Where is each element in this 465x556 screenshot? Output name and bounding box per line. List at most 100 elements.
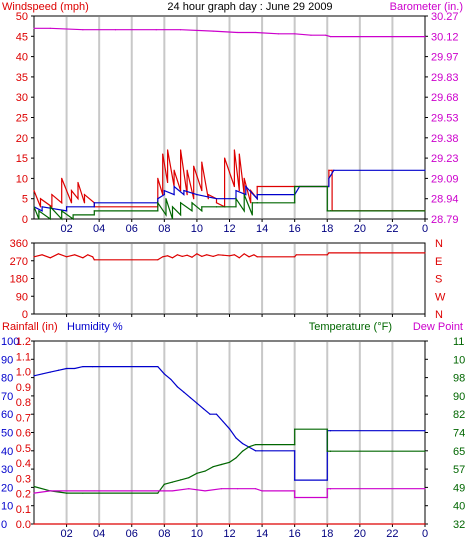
series-point-magenta [294, 496, 296, 499]
series-point-green [180, 202, 182, 204]
series-point-magenta [424, 488, 426, 490]
series-point-magenta [237, 488, 239, 490]
humidity-tick-label: 80 [1, 373, 13, 385]
series-point-red [162, 256, 164, 258]
series-point-green [38, 210, 40, 212]
series-point-green [243, 194, 245, 196]
series-point-blue [157, 366, 159, 368]
series-point-green [93, 210, 95, 212]
rainfall-tick-label: 0.2 [16, 489, 31, 501]
humidity-tick-label: 90 [1, 354, 13, 366]
series-point-green [61, 218, 63, 220]
series-point-blue [333, 169, 335, 171]
direction-tick-label: 90 [16, 291, 28, 303]
series-point-blue [92, 366, 94, 368]
rainfall-tick-label: 1.1 [16, 351, 31, 363]
series-point-red [33, 256, 35, 258]
series-point-magenta [65, 490, 68, 492]
x-tick-label: 14 [256, 528, 268, 540]
series-point-red [233, 254, 235, 256]
series-point-magenta [329, 488, 332, 490]
humidity-tick-label: 40 [1, 446, 13, 458]
series-point-magenta [326, 488, 328, 490]
series-point-magenta [424, 35, 426, 38]
temperature-axis-label: Temperature (°F) [309, 321, 392, 333]
series-point-red [49, 257, 51, 259]
x-tick-label: 10 [191, 528, 203, 540]
series-point-red [201, 161, 203, 163]
series-point-blue [326, 479, 328, 481]
temperature-tick-label: 49 [453, 482, 465, 494]
temperature-tick-label: 32 [453, 519, 465, 531]
series-point-blue [329, 430, 332, 432]
series-point-blue [49, 371, 51, 373]
series-point-blue [202, 408, 205, 410]
series-point-red [39, 206, 42, 208]
series-point-red [33, 189, 35, 192]
series-point-magenta [277, 33, 279, 35]
series-point-red [201, 189, 203, 192]
series-point-blue [189, 397, 191, 399]
series-point-red [228, 255, 231, 257]
series-point-blue [93, 206, 95, 208]
x-tick-label: 06 [126, 223, 138, 235]
series-point-green [191, 210, 193, 212]
x-tick-label: 14 [256, 223, 268, 235]
series-point-red [238, 189, 240, 192]
barometer-tick-label: 30.27 [431, 11, 459, 23]
series-point-red [207, 198, 209, 200]
series-point-red [181, 255, 183, 258]
series-point-magenta [254, 488, 257, 490]
series-point-red [424, 523, 426, 525]
series-point-red [193, 165, 195, 167]
compass-tick-label: N [435, 238, 443, 250]
series-point-blue [163, 373, 165, 375]
humidity-tick-label: 30 [1, 464, 13, 476]
series-point-red [51, 194, 53, 196]
series-point-green [93, 214, 95, 216]
series-point-magenta [310, 34, 312, 36]
series-point-blue [328, 177, 330, 179]
series-point-magenta [82, 29, 84, 31]
direction-tick-label: 180 [10, 274, 28, 286]
x-tick-label: 04 [93, 528, 105, 540]
series-point-red [295, 254, 297, 256]
series-point-green [201, 206, 203, 208]
x-tick-label: 16 [289, 223, 301, 235]
series-point-green [49, 218, 51, 220]
humidity-tick-label: 60 [1, 409, 13, 421]
series-point-red [57, 253, 60, 255]
series-point-blue [245, 185, 247, 188]
x-tick-label: 20 [354, 223, 366, 235]
windspeed-tick-label: 15 [16, 153, 28, 165]
x-tick-label: 20 [354, 528, 366, 540]
series-point-green [61, 210, 63, 212]
series-point-green [157, 210, 159, 212]
series-point-magenta [237, 31, 239, 34]
series-point-red [157, 259, 159, 261]
x-tick-label: 0 [422, 223, 428, 235]
series-point-red [233, 149, 235, 151]
series-point-blue [294, 479, 296, 481]
series-point-red [294, 256, 296, 258]
series-point-magenta [391, 35, 394, 38]
x-tick-label: 22 [386, 528, 398, 540]
series-point-magenta [157, 490, 159, 492]
series-point-green [248, 446, 250, 448]
series-point-red [201, 255, 203, 258]
series-point-blue [173, 194, 175, 196]
series-point-green [326, 210, 328, 212]
series-point-red [326, 254, 328, 256]
series-point-magenta [180, 29, 182, 31]
series-point-red [191, 256, 193, 258]
series-point-green [165, 198, 167, 200]
series-point-green [329, 450, 332, 452]
series-point-blue [196, 194, 198, 196]
series-point-red [93, 259, 95, 261]
series-point-red [256, 256, 258, 258]
series-point-red [328, 252, 330, 254]
series-point-green [212, 466, 214, 468]
series-point-red [87, 254, 89, 256]
series-point-red [70, 202, 73, 204]
series-point-red [92, 256, 94, 258]
